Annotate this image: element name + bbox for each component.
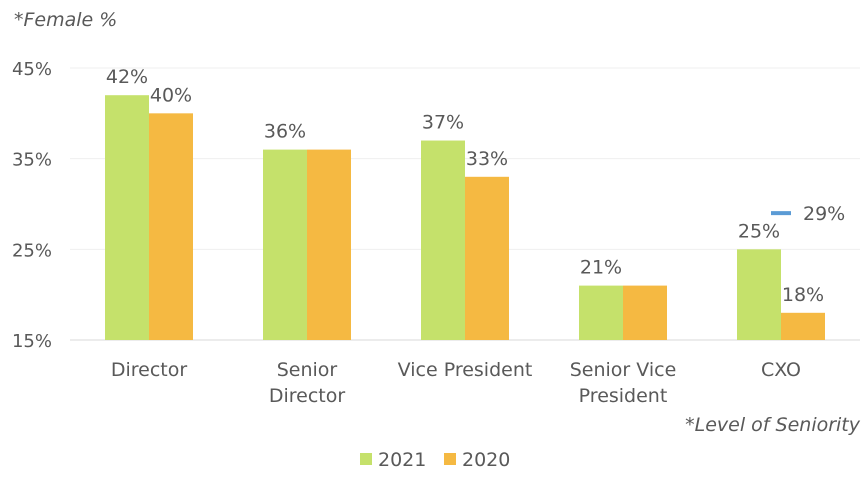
bar-2021-0: [105, 95, 149, 340]
bars: [105, 95, 825, 340]
bar-2020-0: [149, 113, 193, 340]
legend-label-2021: 2021: [378, 449, 426, 471]
bar-2020-1: [307, 149, 351, 340]
category-labels: Director Senior Director Vice President Seni…: [111, 359, 801, 407]
x-axis-label: *Level of Seniority: [685, 414, 861, 436]
y-axis-ticks: 15% 25% 35% 45%: [12, 59, 52, 352]
category-label-4: CXO: [761, 359, 801, 381]
data-label-2021-4: 25%: [738, 220, 780, 242]
data-label-2020-4: 18%: [782, 284, 824, 306]
bar-2021-4: [737, 249, 781, 340]
bar-2020-3: [623, 285, 667, 340]
bar-2021-3: [579, 285, 623, 340]
data-label-2021-2: 37%: [422, 112, 464, 134]
category-label-3: Senior Vice President: [570, 359, 677, 407]
legend-label-2020: 2020: [462, 449, 510, 471]
category-label-2: Vice President: [398, 359, 533, 381]
y-tick-label: 25%: [12, 240, 52, 261]
category-label-line: CXO: [761, 359, 801, 381]
data-label-2021-3: 21%: [580, 257, 622, 279]
category-label-line: Senior: [277, 359, 338, 381]
data-label-2021-1: 36%: [264, 121, 306, 143]
data-label-2021-0: 42%: [106, 66, 148, 88]
category-label-line: President: [579, 385, 668, 407]
category-label-0: Director: [111, 359, 188, 381]
legend-swatch-2021: [360, 453, 372, 465]
bar-2020-2: [465, 176, 509, 340]
data-label-2020-2: 33%: [466, 148, 508, 170]
marker-label: 29%: [803, 203, 845, 225]
category-label-line: Senior Vice: [570, 359, 677, 381]
y-axis-label: *Female %: [14, 9, 117, 31]
category-label-line: Director: [111, 359, 188, 381]
legend: 2021 2020: [360, 449, 510, 471]
y-tick-label: 15%: [12, 331, 52, 352]
category-label-line: Director: [269, 385, 346, 407]
bar-2021-2: [421, 140, 465, 340]
legend-swatch-2020: [444, 453, 456, 465]
category-label-line: Vice President: [398, 359, 533, 381]
data-label-2020-0: 40%: [150, 84, 192, 106]
category-label-1: Senior Director: [269, 359, 346, 407]
y-tick-label: 35%: [12, 150, 52, 171]
y-tick-label: 45%: [12, 59, 52, 80]
bar-2020-4: [781, 312, 825, 340]
bar-2021-1: [263, 149, 307, 340]
data-labels: 42%40% 36% 37%33% 21% 25% 18% 29%: [106, 66, 845, 306]
